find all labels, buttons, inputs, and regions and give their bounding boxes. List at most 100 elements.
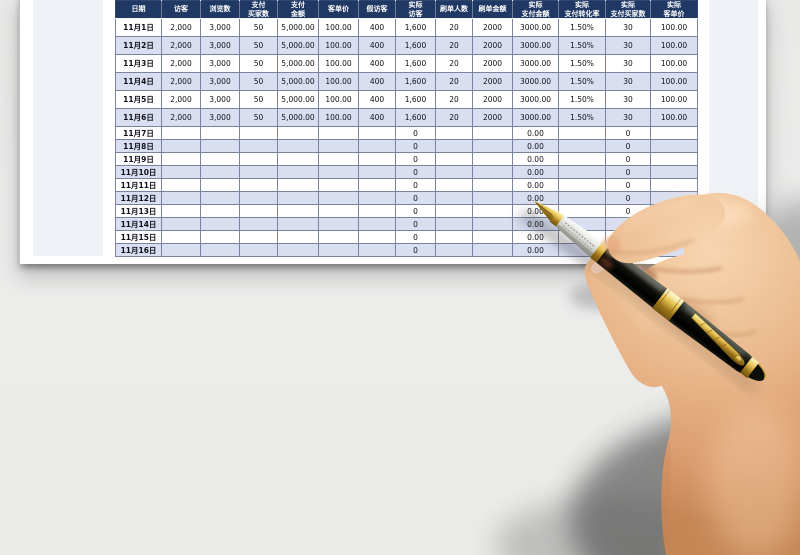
table-cell[interactable]: [277, 191, 319, 205]
table-cell[interactable]: [239, 217, 278, 231]
table-cell[interactable]: [435, 217, 473, 231]
table-cell[interactable]: 3000.00: [512, 18, 559, 37]
table-cell[interactable]: 3,000: [200, 18, 240, 37]
table-cell[interactable]: 2,000: [161, 72, 201, 91]
table-cell[interactable]: 20: [435, 72, 473, 91]
table-cell[interactable]: 2000: [472, 54, 513, 73]
table-cell[interactable]: [277, 217, 319, 231]
table-cell[interactable]: [161, 152, 201, 166]
table-cell[interactable]: 1.50%: [558, 36, 606, 55]
table-cell[interactable]: 1,600: [395, 54, 436, 73]
table-cell[interactable]: [239, 152, 278, 166]
table-cell[interactable]: [650, 217, 698, 231]
table-cell[interactable]: 2,000: [161, 90, 201, 109]
table-cell[interactable]: [277, 139, 319, 153]
date-cell[interactable]: 11月16日: [115, 243, 162, 257]
table-cell[interactable]: 100.00: [318, 90, 359, 109]
table-cell[interactable]: 5,000.00: [277, 108, 319, 127]
table-cell[interactable]: [277, 230, 319, 244]
table-cell[interactable]: [358, 230, 396, 244]
table-cell[interactable]: [435, 126, 473, 140]
table-cell[interactable]: [277, 204, 319, 218]
table-cell[interactable]: 400: [358, 18, 396, 37]
table-cell[interactable]: [161, 230, 201, 244]
table-cell[interactable]: 100.00: [318, 54, 359, 73]
table-cell[interactable]: 2,000: [161, 108, 201, 127]
table-cell[interactable]: [472, 152, 513, 166]
table-cell[interactable]: 5,000.00: [277, 90, 319, 109]
table-cell[interactable]: [558, 139, 606, 153]
table-cell[interactable]: 400: [358, 54, 396, 73]
table-cell[interactable]: [558, 217, 606, 231]
table-cell[interactable]: 0.00: [512, 178, 559, 192]
table-cell[interactable]: 2000: [472, 72, 513, 91]
table-cell[interactable]: [161, 191, 201, 205]
table-cell[interactable]: [239, 126, 278, 140]
date-cell[interactable]: 11月15日: [115, 230, 162, 244]
table-cell[interactable]: 3,000: [200, 54, 240, 73]
table-cell[interactable]: [161, 204, 201, 218]
table-cell[interactable]: 0.00: [512, 230, 559, 244]
table-cell[interactable]: 100.00: [650, 54, 698, 73]
table-cell[interactable]: 5,000.00: [277, 54, 319, 73]
table-cell[interactable]: [650, 178, 698, 192]
table-cell[interactable]: [472, 191, 513, 205]
table-cell[interactable]: [558, 165, 606, 179]
table-cell[interactable]: 100.00: [650, 18, 698, 37]
table-cell[interactable]: [435, 139, 473, 153]
table-cell[interactable]: 100.00: [650, 90, 698, 109]
date-cell[interactable]: 11月14日: [115, 217, 162, 231]
table-cell[interactable]: [435, 165, 473, 179]
date-cell[interactable]: 11月5日: [115, 90, 162, 109]
table-cell[interactable]: [358, 204, 396, 218]
table-cell[interactable]: [239, 243, 278, 257]
table-cell[interactable]: 0: [605, 191, 651, 205]
table-cell[interactable]: 5,000.00: [277, 18, 319, 37]
table-cell[interactable]: [435, 178, 473, 192]
table-cell[interactable]: 3,000: [200, 108, 240, 127]
date-cell[interactable]: 11月1日: [115, 18, 162, 37]
date-cell[interactable]: 11月3日: [115, 54, 162, 73]
table-cell[interactable]: 0.00: [512, 217, 559, 231]
table-cell[interactable]: 1,600: [395, 108, 436, 127]
table-cell[interactable]: 0: [605, 178, 651, 192]
table-cell[interactable]: 0.00: [512, 243, 559, 257]
table-cell[interactable]: 0: [605, 165, 651, 179]
table-cell[interactable]: 20: [435, 54, 473, 73]
table-cell[interactable]: 2,000: [161, 54, 201, 73]
table-cell[interactable]: [435, 230, 473, 244]
table-cell[interactable]: 50: [239, 72, 278, 91]
table-cell[interactable]: 2000: [472, 18, 513, 37]
table-cell[interactable]: 5,000.00: [277, 36, 319, 55]
table-cell[interactable]: 0.00: [512, 191, 559, 205]
table-cell[interactable]: [318, 178, 359, 192]
table-cell[interactable]: [558, 230, 606, 244]
table-cell[interactable]: 1,600: [395, 90, 436, 109]
table-cell[interactable]: 0: [605, 204, 651, 218]
table-cell[interactable]: [558, 191, 606, 205]
table-cell[interactable]: [650, 165, 698, 179]
table-cell[interactable]: 0: [395, 152, 436, 166]
table-cell[interactable]: 30: [605, 18, 651, 37]
table-cell[interactable]: [558, 243, 606, 257]
table-cell[interactable]: [435, 152, 473, 166]
table-cell[interactable]: [200, 204, 240, 218]
table-cell[interactable]: [650, 139, 698, 153]
table-cell[interactable]: [472, 139, 513, 153]
table-cell[interactable]: 1.50%: [558, 18, 606, 37]
table-cell[interactable]: [650, 230, 698, 244]
table-cell[interactable]: [200, 230, 240, 244]
date-cell[interactable]: 11月6日: [115, 108, 162, 127]
table-cell[interactable]: 0.00: [512, 204, 559, 218]
table-cell[interactable]: [558, 152, 606, 166]
table-cell[interactable]: 0: [395, 204, 436, 218]
table-cell[interactable]: [200, 126, 240, 140]
table-cell[interactable]: [277, 152, 319, 166]
table-cell[interactable]: [200, 191, 240, 205]
table-cell[interactable]: [558, 204, 606, 218]
table-cell[interactable]: [650, 243, 698, 257]
table-cell[interactable]: [358, 191, 396, 205]
table-cell[interactable]: [472, 204, 513, 218]
table-cell[interactable]: 0: [395, 217, 436, 231]
table-cell[interactable]: 50: [239, 54, 278, 73]
